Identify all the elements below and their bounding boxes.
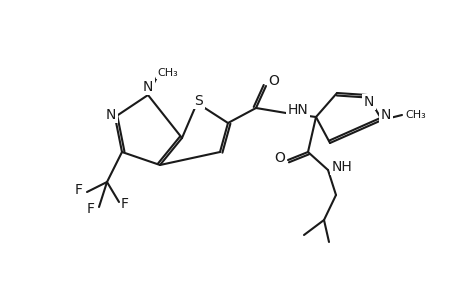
Text: O: O (268, 74, 279, 88)
Text: N: N (106, 108, 116, 122)
Text: F: F (87, 202, 95, 216)
Text: CH₃: CH₃ (405, 110, 425, 120)
Text: N: N (363, 95, 373, 109)
Text: NH: NH (331, 160, 352, 174)
Text: O: O (274, 151, 285, 165)
Text: CH₃: CH₃ (157, 68, 178, 78)
Text: HN: HN (287, 103, 308, 117)
Text: F: F (75, 183, 83, 197)
Text: F: F (121, 197, 129, 211)
Text: N: N (380, 108, 390, 122)
Text: S: S (194, 94, 203, 108)
Text: N: N (142, 80, 153, 94)
